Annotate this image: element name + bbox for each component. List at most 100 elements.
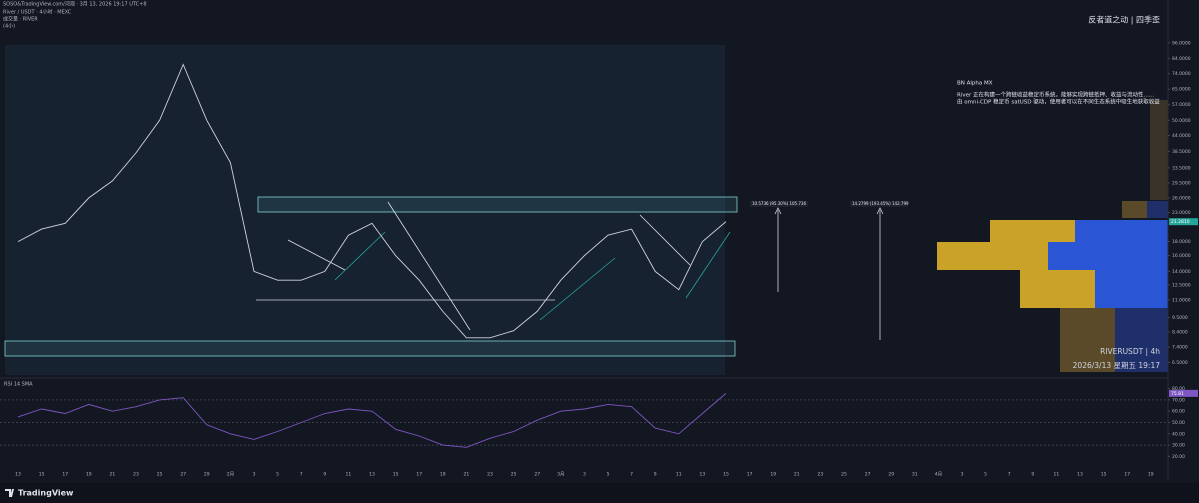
x-tick-label: 17 bbox=[747, 472, 753, 478]
y-tick-label: 50.0000 bbox=[1172, 118, 1191, 124]
last-value-label: 21.2810 bbox=[1171, 219, 1190, 225]
y-tick-label: 57.0000 bbox=[1172, 102, 1191, 108]
volume-profile bbox=[937, 100, 1168, 372]
x-tick-label: 19 bbox=[86, 472, 92, 478]
trend-line bbox=[539, 257, 616, 321]
header-symbol: River / USDT · 4小时 · MEXC bbox=[3, 9, 72, 16]
header-source: SOSO&TradingView.com/河观 · 3月 13, 2026 19… bbox=[3, 1, 147, 8]
profile-bar bbox=[1075, 220, 1168, 242]
range-zone bbox=[5, 45, 725, 375]
profile-bar bbox=[1147, 201, 1168, 218]
profile-bar bbox=[1122, 201, 1147, 218]
annotation-box bbox=[850, 201, 908, 207]
trend-line bbox=[334, 231, 386, 281]
trend-line bbox=[387, 201, 471, 331]
watermark-symbol: RIVERUSDT | 4h bbox=[1100, 347, 1160, 356]
x-tick-label: 5 bbox=[984, 472, 987, 478]
x-tick-label: 3 bbox=[583, 472, 586, 478]
measure-arrow bbox=[774, 207, 782, 292]
volume-zone bbox=[4, 340, 736, 357]
profile-bar bbox=[990, 220, 1075, 242]
x-tick-label: 19 bbox=[770, 472, 776, 478]
annotation-box bbox=[750, 201, 808, 207]
watermark-date: 2026/3/13 星期五 19:17 bbox=[1073, 361, 1161, 370]
x-tick-label: 3 bbox=[253, 472, 256, 478]
x-tick-label: 23 bbox=[818, 472, 824, 478]
last-value-label: 75.81 bbox=[1171, 391, 1184, 397]
profile-bar bbox=[1115, 308, 1168, 372]
x-tick-label: 11 bbox=[346, 472, 352, 478]
footer-bar bbox=[0, 483, 1199, 503]
x-tick-label: 7 bbox=[300, 472, 303, 478]
x-tick-label: 27 bbox=[534, 472, 540, 478]
profile-bar bbox=[1020, 270, 1095, 308]
y-tick-label: 33.5000 bbox=[1172, 165, 1191, 171]
y-tick-label: 6.5000 bbox=[1172, 360, 1188, 366]
y-tick-label: 65.0000 bbox=[1172, 87, 1191, 93]
price-line bbox=[17, 63, 727, 339]
x-tick-label: 31 bbox=[912, 472, 918, 478]
x-tick-label: 5 bbox=[276, 472, 279, 478]
trend-line bbox=[685, 231, 731, 299]
y-tick-label: 7.4000 bbox=[1172, 345, 1188, 351]
profile-bar bbox=[1150, 100, 1168, 200]
last-value-box bbox=[1169, 389, 1198, 397]
y-tick-label: 14.0000 bbox=[1172, 269, 1191, 275]
x-tick-label: 25 bbox=[841, 472, 847, 478]
x-tick-label: 27 bbox=[180, 472, 186, 478]
trend-line bbox=[639, 214, 691, 266]
rsi-line bbox=[17, 393, 727, 448]
note-text: River 正在构建一个跨链收益稳定币系统，能够实现跨链抵押、收益与流动性…… bbox=[957, 91, 1155, 99]
x-tick-label: 9 bbox=[323, 472, 326, 478]
y-tick-label: 96.0000 bbox=[1172, 40, 1191, 46]
header-extra: (4小) bbox=[3, 23, 15, 30]
x-tick-label: 19 bbox=[1148, 472, 1154, 478]
x-tick-label: 3月 bbox=[557, 472, 564, 478]
last-value-box bbox=[1169, 218, 1198, 226]
x-tick-label: 21 bbox=[110, 472, 116, 478]
profile-bar bbox=[1095, 270, 1168, 308]
x-tick-label: 13 bbox=[15, 472, 21, 478]
x-tick-label: 11 bbox=[1054, 472, 1060, 478]
y-tick-label: 74.0000 bbox=[1172, 71, 1191, 77]
x-tick-label: 7 bbox=[1008, 472, 1011, 478]
brand: TradingView bbox=[18, 489, 74, 498]
resistance-zone bbox=[257, 196, 738, 213]
x-tick-label: 5 bbox=[607, 472, 610, 478]
x-tick-label: 27 bbox=[865, 472, 871, 478]
y-tick-label: 11.0000 bbox=[1172, 298, 1191, 304]
x-tick-label: 29 bbox=[204, 472, 210, 478]
header-volume: 成交量 · RIVER bbox=[3, 16, 38, 23]
annotation: 14.2799 (193.45%) 142.799 bbox=[852, 201, 909, 206]
x-tick-label: 7 bbox=[630, 472, 633, 478]
x-tick-label: 3 bbox=[961, 472, 964, 478]
y-tick-label: 40.00 bbox=[1172, 431, 1185, 437]
x-tick-label: 13 bbox=[1077, 472, 1083, 478]
y-tick-label: 38.5000 bbox=[1172, 149, 1191, 155]
x-tick-label: 21 bbox=[794, 472, 800, 478]
y-tick-label: 16.0000 bbox=[1172, 253, 1191, 259]
y-tick-label: 30.00 bbox=[1172, 443, 1185, 449]
x-tick-label: 17 bbox=[416, 472, 422, 478]
x-tick-label: 17 bbox=[1124, 472, 1130, 478]
x-tick-label: 25 bbox=[511, 472, 517, 478]
y-tick-label: 20.00 bbox=[1172, 454, 1185, 460]
x-tick-label: 23 bbox=[487, 472, 493, 478]
x-tick-label: 23 bbox=[133, 472, 139, 478]
y-tick-label: 12.5000 bbox=[1172, 282, 1191, 288]
x-tick-label: 29 bbox=[888, 472, 894, 478]
y-tick-label: 8.4000 bbox=[1172, 330, 1188, 336]
brand-logo bbox=[5, 489, 14, 497]
x-tick-label: 11 bbox=[676, 472, 682, 478]
y-tick-label: 44.0000 bbox=[1172, 133, 1191, 139]
y-tick-label: 84.0000 bbox=[1172, 56, 1191, 62]
x-tick-label: 25 bbox=[157, 472, 163, 478]
x-tick-label: 17 bbox=[62, 472, 68, 478]
y-tick-label: 50.00 bbox=[1172, 420, 1185, 426]
y-tick-label: 80.00 bbox=[1172, 386, 1185, 392]
y-tick-label: 9.5000 bbox=[1172, 315, 1188, 321]
y-tick-label: 29.5000 bbox=[1172, 180, 1191, 186]
x-tick-label: 15 bbox=[723, 472, 729, 478]
